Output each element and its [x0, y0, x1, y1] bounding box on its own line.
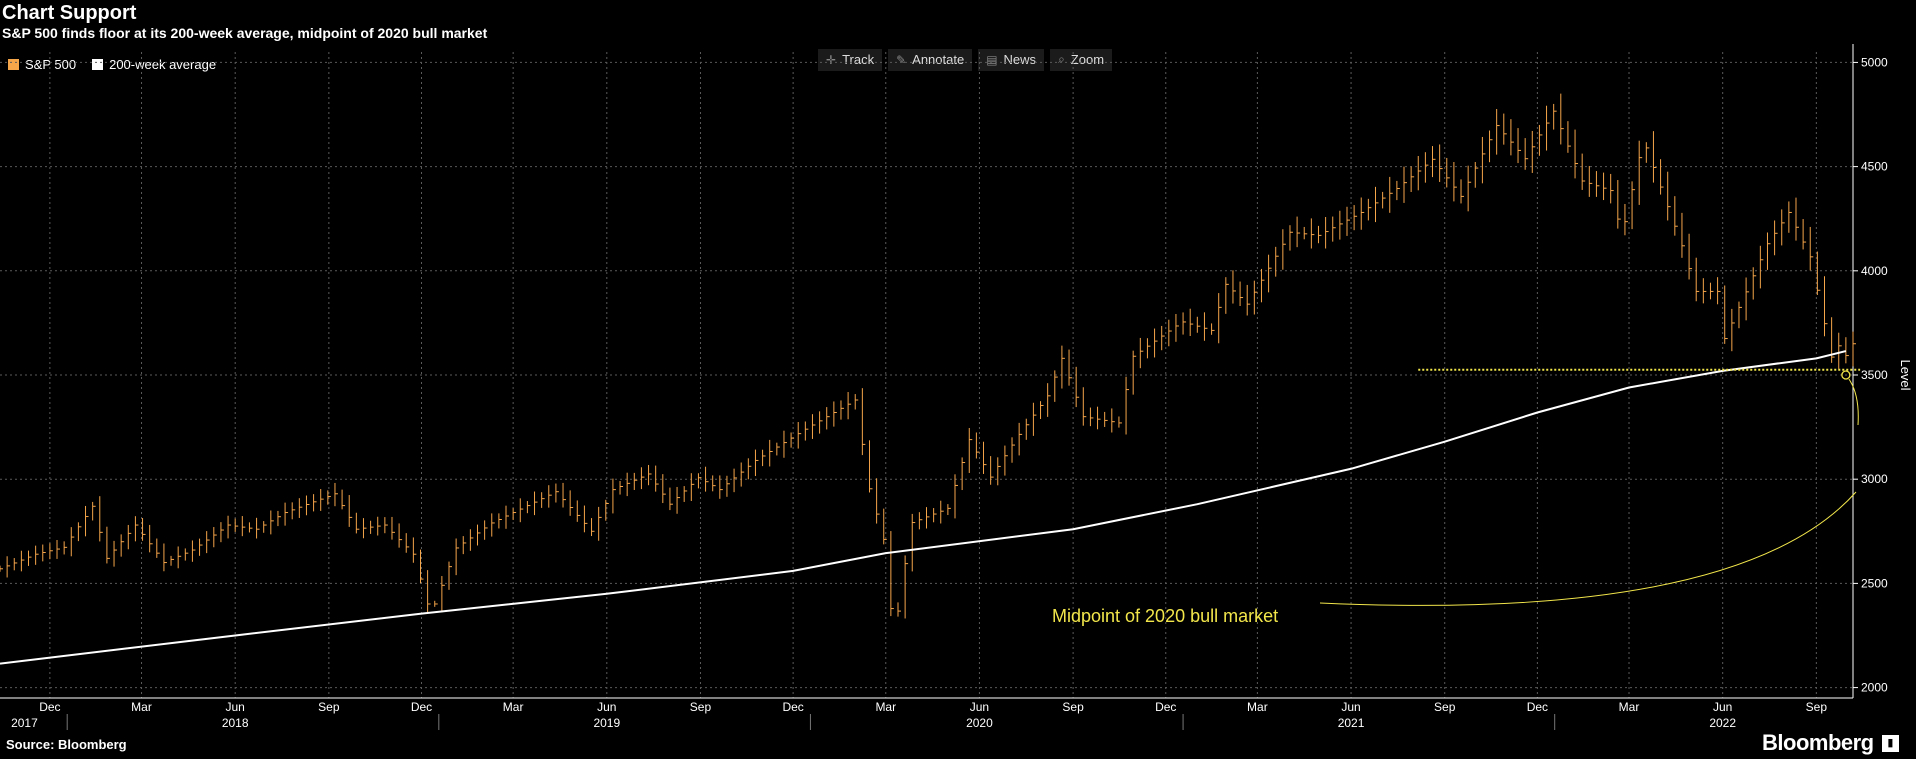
zoom-button[interactable]: ⌕ Zoom [1050, 49, 1113, 71]
midpoint-label: Midpoint of 2020 bull market [1052, 606, 1278, 626]
x-year-label: 2017 [11, 716, 38, 730]
x-month-label: Dec [782, 700, 803, 714]
crosshair-icon: ✛ [826, 52, 837, 67]
news-icon: ▤ [986, 52, 998, 67]
zoom-label: Zoom [1070, 52, 1105, 67]
brand-name: Bloomberg [1762, 730, 1874, 755]
x-month-label: Jun [597, 700, 616, 714]
x-month-label: Dec [1527, 700, 1548, 714]
x-month-label: Mar [131, 700, 152, 714]
chart-title: Chart Support [2, 2, 137, 24]
x-month-label: Dec [1155, 700, 1176, 714]
x-month-label: Dec [39, 700, 60, 714]
x-year-label: 2021 [1338, 716, 1365, 730]
legend-label-average: 200-week average [109, 57, 217, 72]
x-year-label: 2018 [222, 716, 249, 730]
marker-connector [1848, 378, 1859, 426]
callout-curve [1319, 491, 1857, 606]
legend-label-sp500: S&P 500 [25, 57, 77, 72]
x-month-label: Mar [1619, 700, 1640, 714]
y-tick-label: 5000 [1861, 55, 1888, 69]
x-month-label: Mar [503, 700, 524, 714]
news-label: News [1003, 52, 1037, 67]
x-month-label: Sep [690, 700, 712, 714]
sp500-series [0, 93, 1856, 619]
legend-item-average[interactable]: 200-week average [92, 57, 216, 72]
chart-bars-icon: ▮ [1881, 734, 1899, 752]
chart-subtitle: S&P 500 finds floor at its 200-week aver… [2, 25, 488, 41]
legend: S&P 500 200-week average [8, 57, 216, 72]
average-swatch [92, 59, 104, 70]
y-tick-label: 3500 [1861, 368, 1888, 382]
y-tick-label: 2500 [1861, 576, 1888, 590]
average-line [0, 350, 1847, 665]
x-month-label: Jun [226, 700, 245, 714]
y-tick-label: 3000 [1861, 472, 1888, 486]
x-month-label: Sep [1062, 700, 1084, 714]
x-month-label: Jun [970, 700, 989, 714]
news-button[interactable]: ▤ News [978, 49, 1045, 71]
annotate-button[interactable]: ✎ Annotate [888, 49, 973, 71]
marker-circle [1841, 370, 1851, 380]
source-note: Source: Bloomberg [6, 737, 127, 752]
x-month-label: Sep [1434, 700, 1456, 714]
x-month-label: Jun [1341, 700, 1360, 714]
x-month-label: Sep [1806, 700, 1828, 714]
y-axis-label: Level [1898, 359, 1913, 390]
x-year-label: 2020 [966, 716, 993, 730]
track-button[interactable]: ✛ Track [818, 49, 883, 71]
y-tick-label: 4500 [1861, 160, 1888, 174]
x-year-label: 2022 [1709, 716, 1736, 730]
sp500-swatch [8, 59, 19, 70]
x-month-label: Jun [1713, 700, 1732, 714]
y-tick-label: 2000 [1861, 681, 1888, 695]
x-month-label: Dec [411, 700, 432, 714]
x-year-label: 2019 [593, 716, 620, 730]
x-month-label: Mar [875, 700, 896, 714]
x-month-label: Mar [1247, 700, 1268, 714]
legend-item-sp500[interactable]: S&P 500 [8, 57, 76, 72]
chart-plot[interactable]: 2000 2500 3000 3500 4000 4500 5000 Dec Mar Jun Sep… [0, 0, 1916, 730]
y-tick-label: 4000 [1861, 264, 1888, 278]
bloomberg-logo: Bloomberg ▮ [1762, 730, 1899, 756]
chart-toolbar: ✛ Track ✎ Annotate ▤ News ⌕ Zoom [818, 49, 1113, 71]
pencil-icon: ✎ [896, 52, 907, 67]
track-label: Track [842, 52, 875, 67]
magnifier-icon: ⌕ [1058, 52, 1065, 66]
x-month-label: Sep [318, 700, 340, 714]
annotate-label: Annotate [912, 52, 965, 67]
